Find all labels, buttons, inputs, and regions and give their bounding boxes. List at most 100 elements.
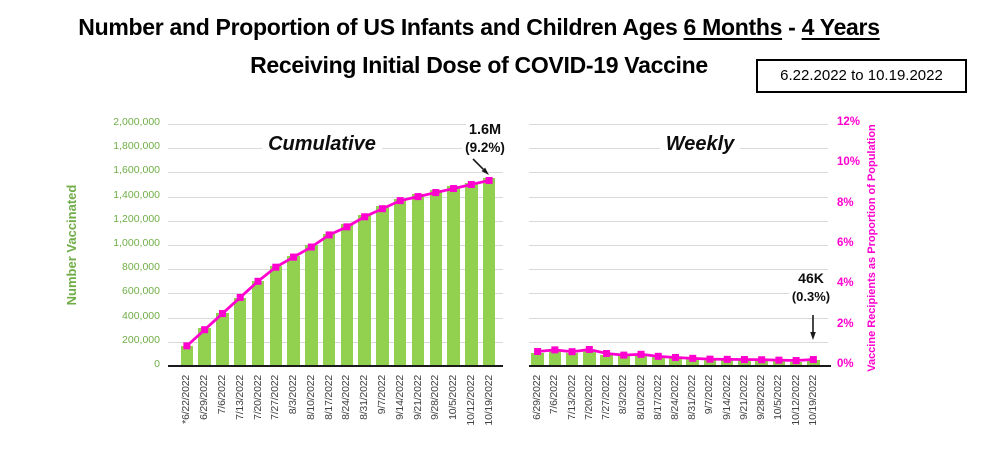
- bar: [686, 359, 699, 366]
- left-axis-tick: 1,800,000: [113, 140, 160, 153]
- left-axis-tick: 2,000,000: [113, 116, 160, 128]
- bar: [393, 199, 407, 366]
- gridline: [168, 172, 503, 174]
- x-axis-label: 7/13/2022: [565, 375, 578, 420]
- bar: [465, 182, 478, 366]
- left-axis-tick: 1,600,000: [113, 164, 160, 177]
- x-axis-label: 10/19/2022: [806, 375, 819, 426]
- x-axis-label: 7/27/2022: [600, 375, 613, 420]
- right-axis-tick: 12%: [837, 116, 861, 128]
- x-axis-label: 8/24/2022: [669, 375, 681, 420]
- gridline: [529, 124, 828, 125]
- bar: [340, 224, 354, 366]
- bar: [429, 189, 443, 366]
- left-axis-tick: 400,000: [122, 309, 160, 322]
- right-axis-tick: 10%: [837, 156, 861, 169]
- x-axis-label: 7/6/2022: [548, 375, 561, 415]
- cumulative-annotation-value: 1.6M: [465, 122, 505, 139]
- bar: [305, 245, 318, 366]
- x-axis-label: 8/10/2022: [634, 375, 647, 420]
- title-separator: -: [782, 14, 802, 40]
- x-axis-label: 10/12/2022: [789, 375, 802, 426]
- x-axis-label: 8/24/2022: [340, 375, 353, 420]
- bar: [669, 358, 682, 366]
- gridline: [529, 293, 828, 295]
- x-axis-label: 8/10/2022: [304, 375, 317, 420]
- left-axis-tick: 1,200,000: [113, 212, 160, 225]
- x-axis-label: 9/7/2022: [375, 375, 388, 415]
- x-axis-label: 9/28/2022: [429, 375, 442, 420]
- bar: [755, 360, 768, 366]
- x-axis-label: 7/20/2022: [582, 375, 595, 420]
- x-axis-label: *6/22/2022: [180, 375, 193, 424]
- right-axis-tick: 2%: [837, 317, 854, 330]
- bar: [482, 178, 496, 366]
- x-axis-label: 7/20/2022: [251, 375, 264, 420]
- bar: [376, 206, 389, 366]
- bar: [358, 215, 371, 366]
- right-axis-tick: 4%: [837, 277, 854, 290]
- x-axis-line: [529, 365, 831, 367]
- gridline: [529, 245, 828, 246]
- x-axis-label: 7/13/2022: [233, 375, 246, 420]
- x-axis-label: 8/17/2022: [322, 375, 335, 420]
- x-axis-label: 8/31/2022: [686, 375, 699, 420]
- x-axis-label: 7/27/2022: [269, 375, 282, 420]
- x-axis-label: 9/7/2022: [703, 375, 716, 415]
- bar: [548, 350, 562, 366]
- title-text: Number and Proportion of US Infants and …: [78, 14, 684, 40]
- left-axis-tick: 800,000: [122, 261, 160, 274]
- gridline: [529, 172, 828, 174]
- bar: [233, 297, 247, 366]
- right-axis-tick: 8%: [837, 196, 854, 209]
- bar: [287, 256, 300, 366]
- bar: [703, 359, 717, 366]
- weekly-annotation-percent: (0.3%): [788, 289, 834, 304]
- left-axis-tick: 1,400,000: [113, 188, 160, 201]
- weekly-chart-title: Weekly: [620, 133, 780, 156]
- right-axis-tick: 6%: [837, 237, 854, 249]
- x-axis-label: 6/29/2022: [198, 375, 211, 420]
- x-axis-label: 8/3/2022: [617, 375, 630, 415]
- x-axis-label: 6/29/2022: [531, 375, 544, 420]
- x-axis-label: 9/14/2022: [393, 375, 406, 420]
- date-range-box: 6.22.2022 to 10.19.2022: [756, 59, 967, 93]
- x-axis-label: 8/31/2022: [358, 375, 371, 420]
- left-axis-tick: 200,000: [122, 333, 160, 346]
- bar: [198, 328, 211, 366]
- x-axis-label: 8/3/2022: [287, 375, 300, 415]
- x-axis-label: 10/5/2022: [772, 375, 785, 420]
- cumulative-annotation: 1.6M (9.2%): [447, 121, 523, 157]
- x-axis-label: 8/17/2022: [651, 375, 664, 420]
- bar: [738, 360, 751, 366]
- bar: [720, 360, 734, 366]
- x-axis-line: [168, 365, 503, 367]
- gridline: [529, 341, 828, 343]
- x-axis-label: 10/5/2022: [447, 375, 460, 420]
- page-title-line1: Number and Proportion of US Infants and …: [0, 14, 958, 41]
- page-title-line2: Receiving Initial Dose of COVID-19 Vacci…: [250, 52, 708, 78]
- x-axis-label: 9/14/2022: [720, 375, 733, 420]
- weekly-annotation-value: 46K: [795, 270, 827, 286]
- weekly-annotation: 46K (0.3%): [778, 270, 844, 306]
- left-axis-tick: 600,000: [122, 285, 160, 298]
- bar: [807, 360, 820, 366]
- bar: [447, 186, 460, 366]
- bar: [180, 346, 194, 366]
- cumulative-chart-title: Cumulative: [242, 133, 402, 156]
- x-axis-label: 10/12/2022: [464, 375, 477, 426]
- bar: [216, 313, 229, 366]
- title-underlined-age-start: 6 Months: [683, 14, 783, 40]
- right-axis-tick: 0%: [837, 358, 854, 370]
- gridline: [529, 220, 828, 222]
- x-axis-label: 9/21/2022: [737, 375, 750, 420]
- title-underlined-age-end: 4 Years: [801, 14, 880, 40]
- gridline: [529, 196, 828, 198]
- bar: [411, 194, 425, 366]
- x-axis-label: 7/6/2022: [215, 375, 228, 415]
- bar: [583, 350, 596, 366]
- left-axis-tick: 0: [154, 358, 160, 370]
- cumulative-annotation-percent: (9.2%): [462, 140, 508, 156]
